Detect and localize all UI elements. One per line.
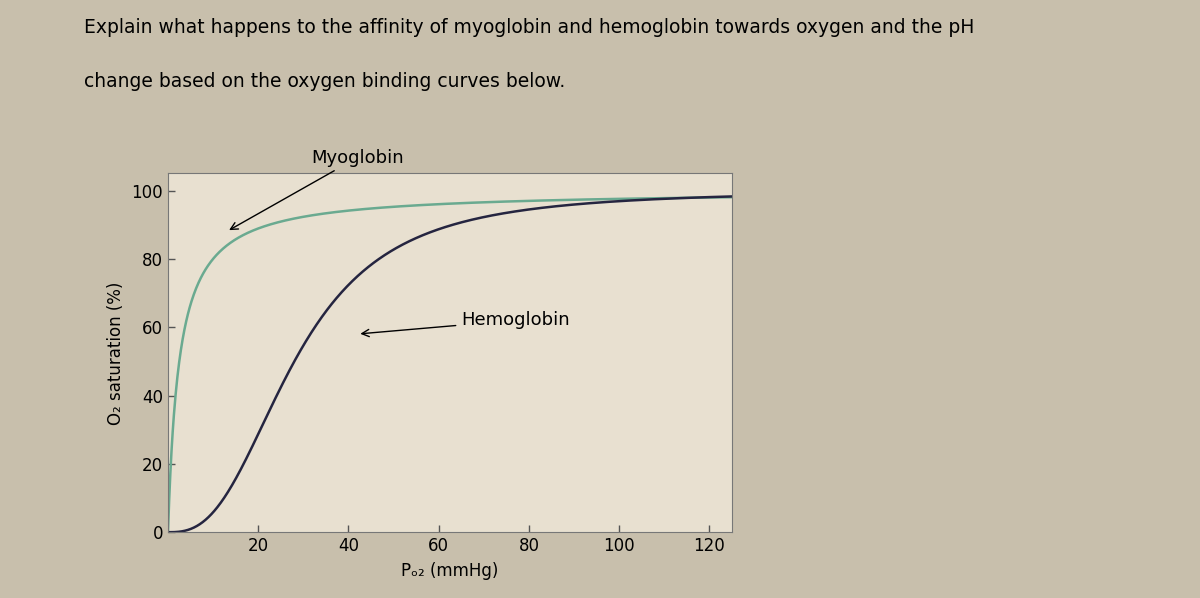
Text: Explain what happens to the affinity of myoglobin and hemoglobin towards oxygen : Explain what happens to the affinity of …	[84, 18, 974, 37]
X-axis label: Pₒ₂ (mmHg): Pₒ₂ (mmHg)	[401, 562, 499, 580]
Text: change based on the oxygen binding curves below.: change based on the oxygen binding curve…	[84, 72, 565, 91]
Y-axis label: O₂ saturation (%): O₂ saturation (%)	[107, 281, 125, 425]
Text: Myoglobin: Myoglobin	[230, 148, 404, 230]
Text: Hemoglobin: Hemoglobin	[362, 312, 570, 337]
